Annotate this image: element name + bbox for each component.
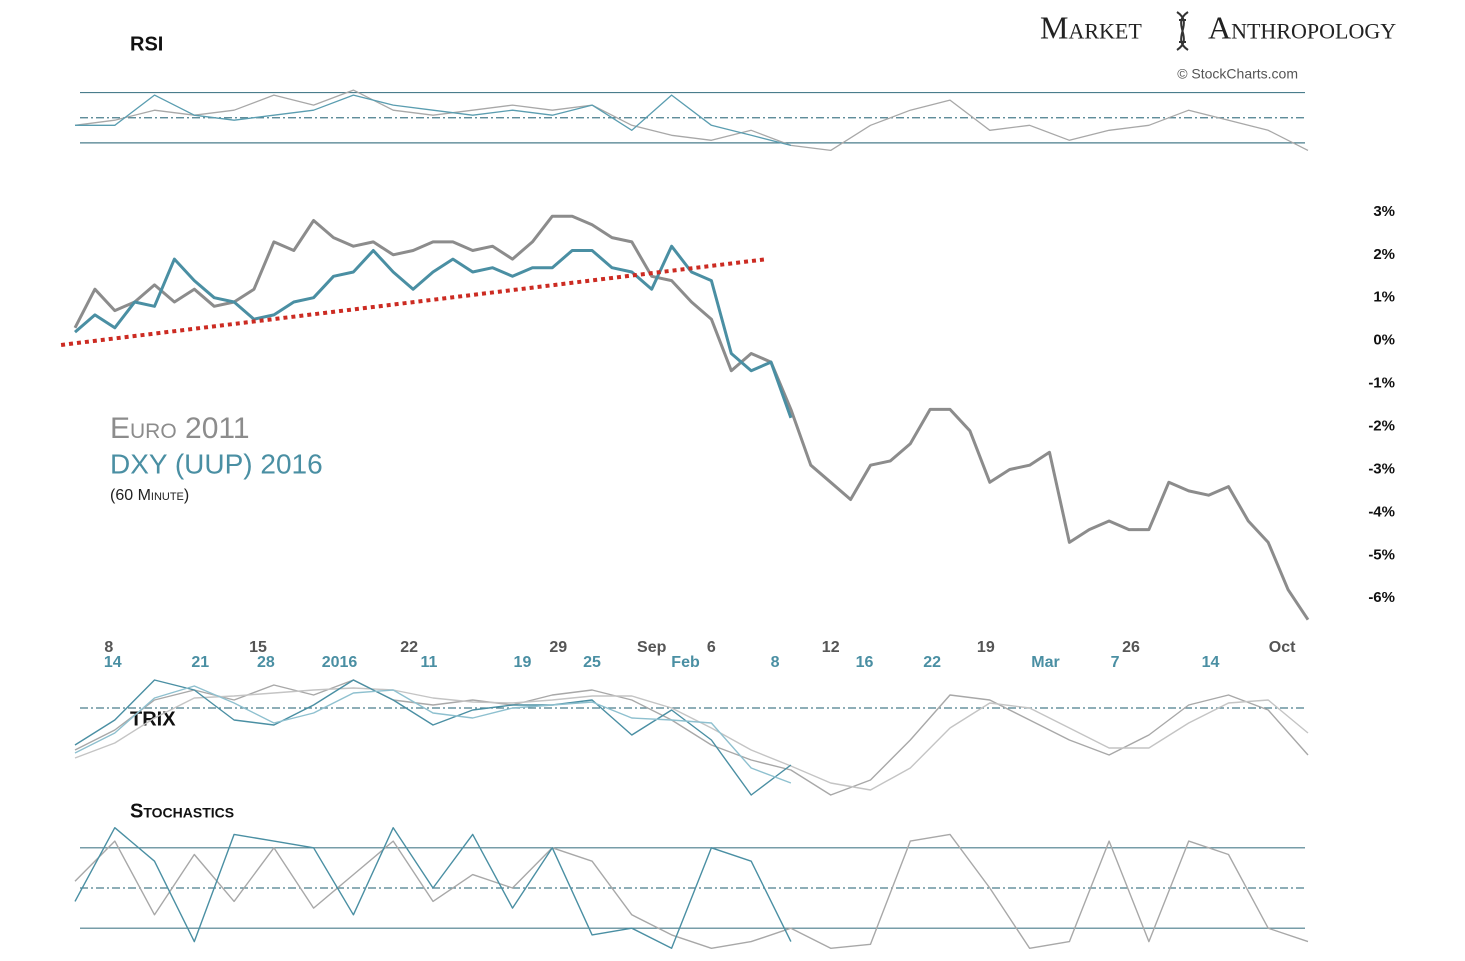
brand-right: Anthropology — [1208, 9, 1396, 45]
x-tick-label: 21 — [191, 654, 209, 671]
x-tick-label: 2016 — [322, 654, 358, 671]
x-tick-label: 7 — [1111, 654, 1120, 671]
panel-title: Stochastics — [130, 800, 234, 822]
series-line — [74, 89, 1309, 152]
y-tick-label: -4% — [1368, 503, 1395, 520]
x-tick-label: Oct — [1269, 639, 1296, 656]
y-tick-label: 2% — [1373, 246, 1395, 263]
x-tick-label: 28 — [257, 654, 275, 671]
series-line — [75, 94, 792, 147]
x-tick-label: 12 — [822, 639, 840, 656]
x-tick-label: 19 — [514, 654, 532, 671]
series-line — [74, 827, 792, 949]
series-line — [73, 214, 1310, 621]
x-tick-label: 16 — [856, 654, 874, 671]
y-tick-label: -3% — [1368, 460, 1395, 477]
dna-icon — [1176, 11, 1189, 51]
subtitle: (60 Minute) — [110, 487, 189, 504]
y-tick-label: 3% — [1373, 203, 1395, 220]
x-tick-label: 22 — [400, 639, 418, 656]
series-line — [74, 687, 1309, 791]
series-line — [74, 833, 1309, 949]
x-tick-label: 14 — [104, 654, 122, 671]
x-tick-label: 26 — [1122, 639, 1140, 656]
x-tick-label: 11 — [421, 654, 438, 671]
y-tick-label: -1% — [1368, 375, 1395, 392]
legend-entry: DXY (UUP) 2016 — [110, 448, 323, 479]
trendline — [60, 257, 768, 347]
x-tick-label: 29 — [549, 639, 567, 656]
series-line — [74, 679, 1309, 796]
y-tick-label: -6% — [1368, 589, 1395, 606]
y-tick-label: -2% — [1368, 417, 1395, 434]
brand-left: Market — [1040, 9, 1142, 45]
x-tick-label: Sep — [637, 639, 667, 656]
x-tick-label: 8 — [771, 654, 780, 671]
y-tick-label: 0% — [1373, 332, 1395, 349]
series-line — [74, 679, 792, 796]
y-tick-label: 1% — [1373, 289, 1395, 306]
y-tick-label: -5% — [1368, 546, 1395, 563]
x-tick-label: Feb — [671, 654, 700, 671]
panel-title: RSI — [130, 33, 163, 55]
credit: © StockCharts.com — [1177, 66, 1298, 82]
x-tick-label: 15 — [249, 639, 267, 656]
x-tick-label: 22 — [923, 654, 941, 671]
x-tick-label: 6 — [707, 639, 716, 656]
x-tick-label: 19 — [977, 639, 995, 656]
x-tick-label: Mar — [1031, 654, 1059, 671]
legend-entry: Euro 2011 — [110, 412, 250, 445]
series-line — [74, 685, 792, 784]
x-tick-label: 8 — [104, 639, 113, 656]
x-tick-label: 25 — [583, 654, 601, 671]
series-line — [74, 244, 793, 419]
x-tick-label: 14 — [1202, 654, 1220, 671]
